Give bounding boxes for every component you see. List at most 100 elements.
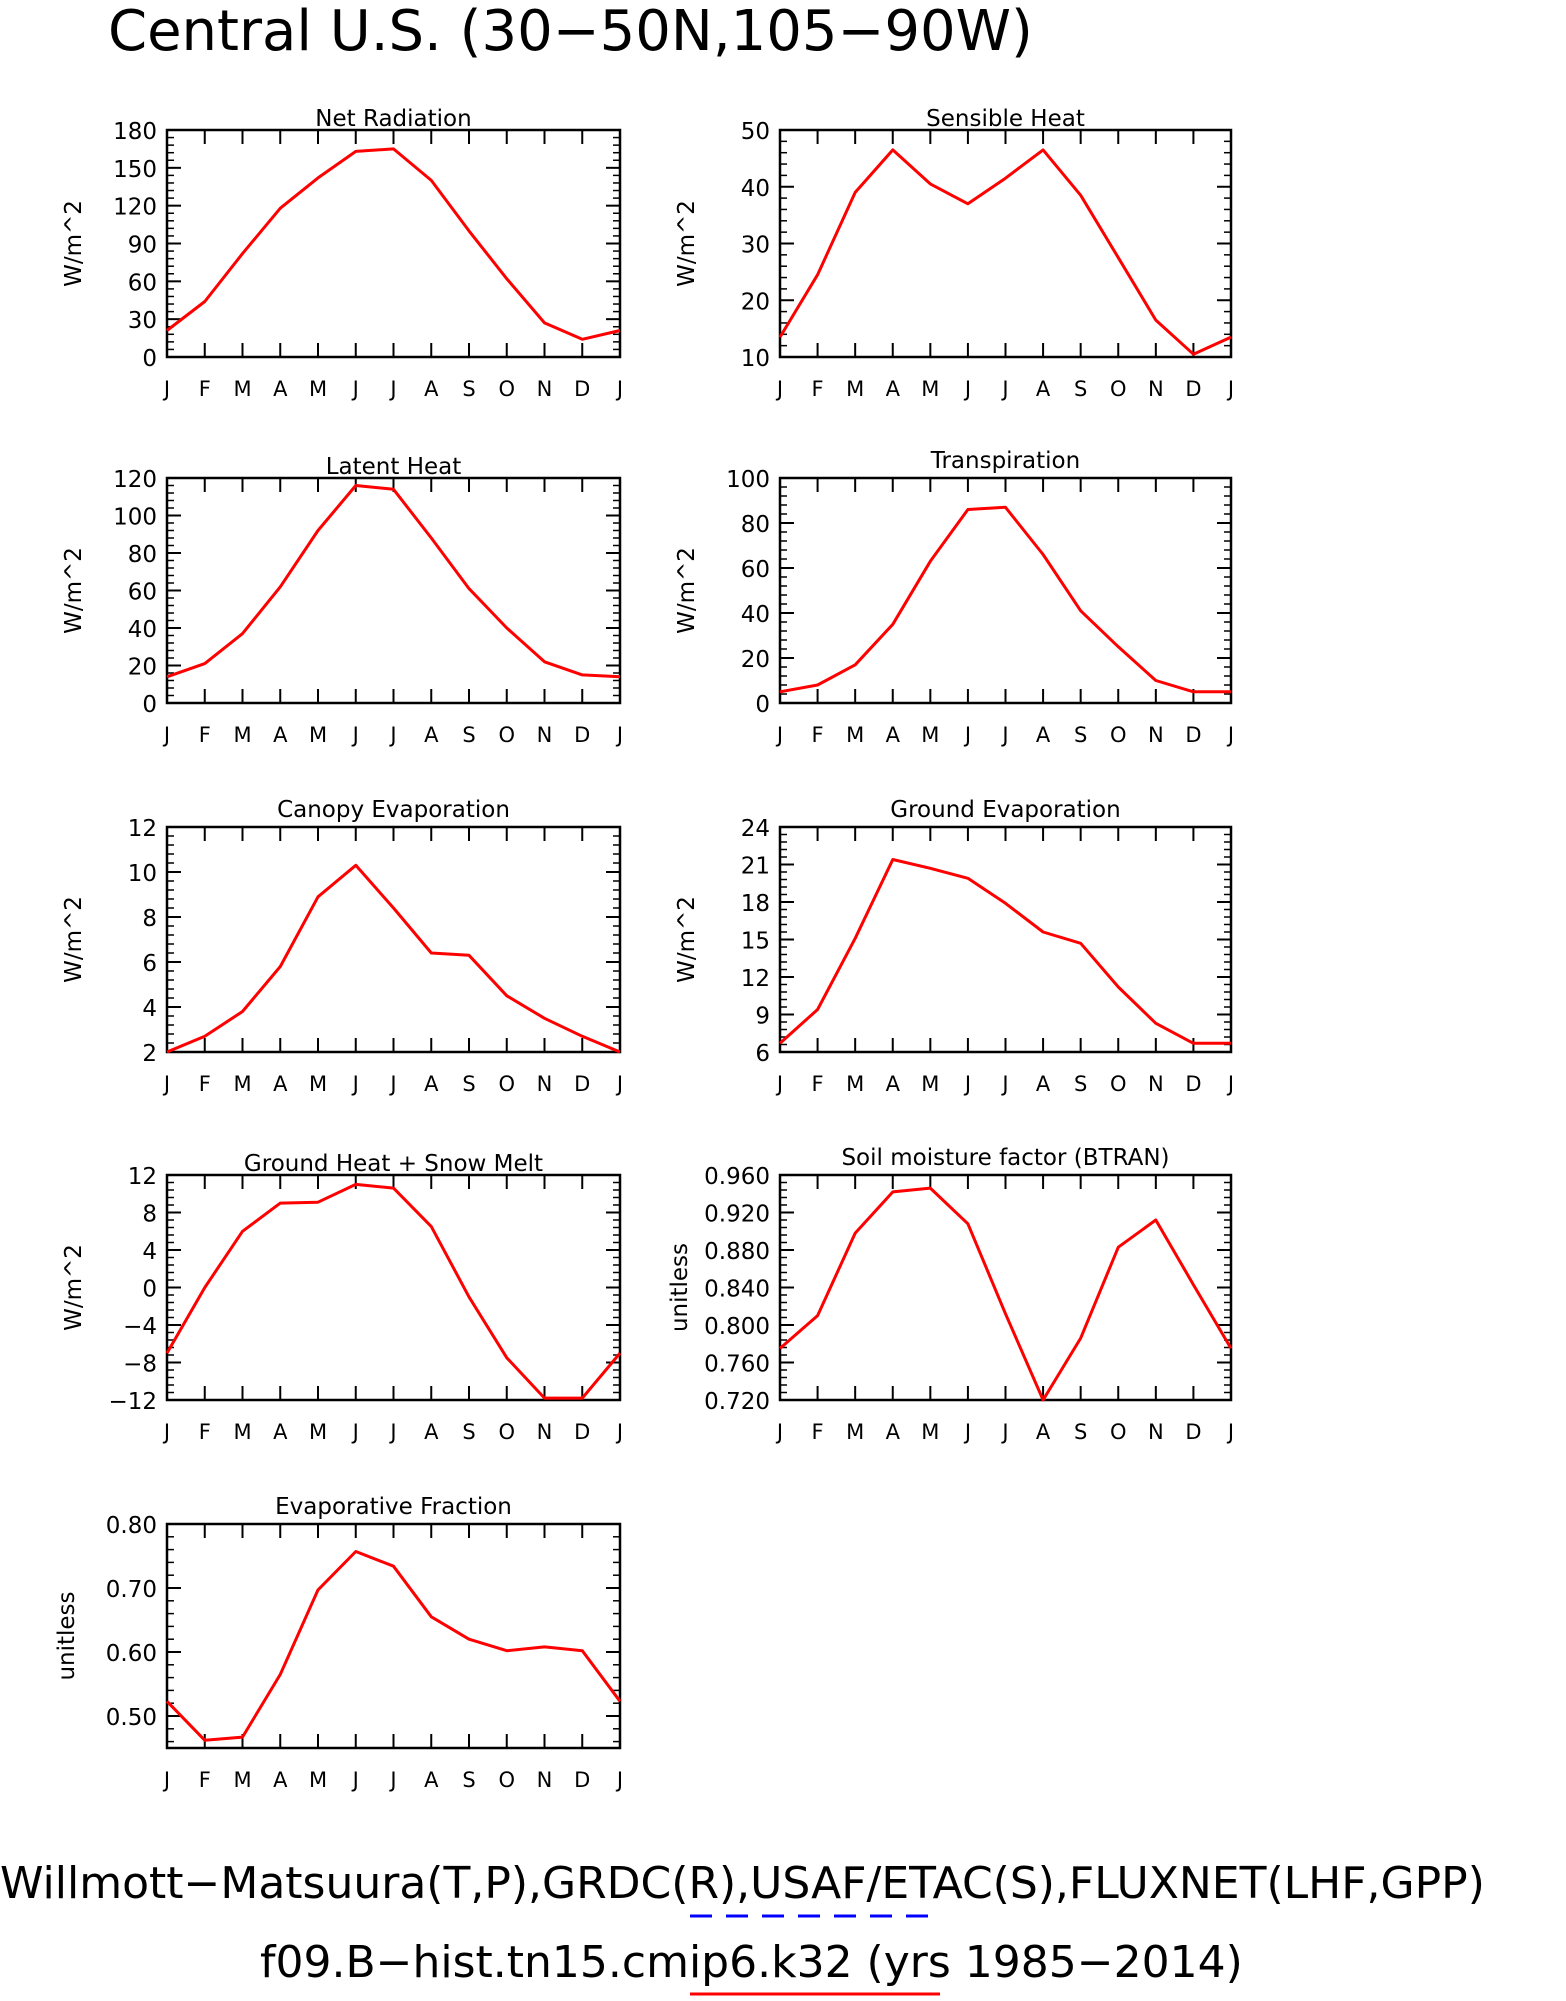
y-tick-label: 0.880 — [704, 1239, 770, 1265]
x-tick-label: J — [1226, 377, 1234, 401]
y-tick-label: 4 — [142, 1239, 157, 1265]
x-tick-label: M — [846, 723, 864, 747]
x-tick-label: A — [1036, 723, 1051, 747]
y-axis-label: W/m^2 — [674, 200, 700, 287]
x-tick-label: F — [199, 377, 211, 401]
x-tick-label: J — [162, 723, 170, 747]
y-axis-label: W/m^2 — [674, 896, 700, 983]
x-tick-label: M — [921, 377, 939, 401]
x-tick-label: J — [388, 377, 396, 401]
y-axis-label: unitless — [54, 1591, 80, 1680]
x-tick-label: A — [273, 723, 288, 747]
x-tick-label: F — [199, 723, 211, 747]
x-tick-label: S — [462, 1420, 475, 1444]
y-tick-label: 24 — [741, 816, 770, 842]
x-tick-label: J — [615, 723, 623, 747]
panel-title: Ground Heat + Snow Melt — [244, 1151, 543, 1177]
panel-title: Ground Evaporation — [890, 797, 1120, 823]
y-tick-label: 0.760 — [704, 1352, 770, 1378]
series-line-model — [165, 1182, 622, 1400]
y-tick-label: 0.50 — [106, 1705, 157, 1731]
x-tick-label: M — [921, 723, 939, 747]
y-tick-label: 0.80 — [106, 1513, 157, 1539]
x-tick-label: J — [351, 1420, 359, 1444]
x-tick-label: J — [615, 377, 623, 401]
x-tick-label: F — [812, 377, 824, 401]
plot-frame — [778, 128, 1233, 359]
y-axis-label: W/m^2 — [674, 547, 700, 634]
series-line-model — [779, 1186, 1233, 1402]
x-tick-label: J — [388, 1420, 396, 1444]
x-tick-label: J — [775, 1420, 783, 1444]
y-tick-label: 0.60 — [106, 1641, 157, 1667]
x-tick-label: J — [963, 1072, 971, 1096]
x-tick-label: D — [1185, 1420, 1201, 1444]
y-tick-label: 0.70 — [106, 1577, 157, 1603]
y-tick-label: 10 — [741, 346, 770, 372]
x-tick-label: O — [1110, 377, 1127, 401]
x-tick-label: A — [424, 377, 439, 401]
plot-frame — [165, 476, 622, 705]
y-tick-label: 21 — [741, 854, 770, 880]
y-tick-label: 30 — [741, 233, 770, 259]
x-tick-label: J — [963, 1420, 971, 1444]
x-tick-label: F — [199, 1768, 211, 1792]
x-tick-label: D — [1185, 1072, 1201, 1096]
y-tick-label: 50 — [741, 119, 770, 145]
series-line-model — [166, 147, 621, 341]
y-tick-label: 60 — [741, 557, 770, 583]
plot-frame — [778, 825, 1233, 1054]
x-tick-label: O — [1110, 1420, 1127, 1444]
y-tick-label: 8 — [142, 906, 157, 932]
y-tick-label: 0.960 — [704, 1164, 770, 1190]
y-tick-label: 0.840 — [704, 1277, 770, 1303]
x-tick-label: J — [351, 723, 359, 747]
plot-frame — [165, 1522, 622, 1750]
x-tick-label: J — [775, 377, 783, 401]
y-tick-label: 15 — [741, 929, 770, 955]
x-tick-label: O — [498, 1072, 515, 1096]
y-tick-label: 80 — [128, 542, 157, 568]
footer-case: f09.B−hist.tn15.cmip6.k32 (yrs 1985−2014… — [260, 1937, 1243, 1988]
x-tick-label: D — [1185, 723, 1201, 747]
x-tick-label: J — [162, 1768, 170, 1792]
x-tick-label: A — [1036, 1072, 1051, 1096]
x-tick-label: M — [846, 1420, 864, 1444]
y-tick-label: 100 — [726, 467, 770, 493]
y-tick-label: 20 — [741, 647, 770, 673]
x-tick-label: M — [846, 1072, 864, 1096]
x-tick-label: M — [846, 377, 864, 401]
x-tick-label: S — [462, 377, 475, 401]
y-tick-label: 80 — [741, 512, 770, 538]
x-tick-label: M — [921, 1072, 939, 1096]
x-tick-label: S — [1074, 723, 1087, 747]
x-tick-label: J — [351, 1072, 359, 1096]
panel-title: Evaporative Fraction — [275, 1494, 512, 1520]
x-tick-label: S — [462, 1072, 475, 1096]
x-tick-label: M — [233, 377, 251, 401]
series-line-model — [778, 148, 1232, 356]
x-tick-label: N — [1148, 1420, 1164, 1444]
panel-9: J F M A M J J A S O N D J0.500.600.700.80unitlessEva… — [54, 1494, 623, 1792]
x-tick-label: J — [1000, 1072, 1008, 1096]
x-tick-label: N — [1148, 1072, 1164, 1096]
x-tick-label: M — [309, 377, 327, 401]
x-tick-label: J — [1226, 1420, 1234, 1444]
x-tick-label: A — [424, 1768, 439, 1792]
panel-title: Sensible Heat — [926, 106, 1085, 132]
y-tick-label: 180 — [113, 119, 157, 145]
y-tick-label: 18 — [741, 891, 770, 917]
y-tick-label: 0 — [142, 1277, 157, 1303]
y-tick-label: 8 — [142, 1202, 157, 1228]
y-tick-label: 0 — [755, 692, 770, 718]
x-tick-label: N — [537, 723, 553, 747]
y-tick-label: −8 — [123, 1352, 157, 1378]
y-tick-label: 6 — [142, 951, 157, 977]
series-line-model — [166, 484, 621, 679]
x-tick-label: J — [1000, 723, 1008, 747]
